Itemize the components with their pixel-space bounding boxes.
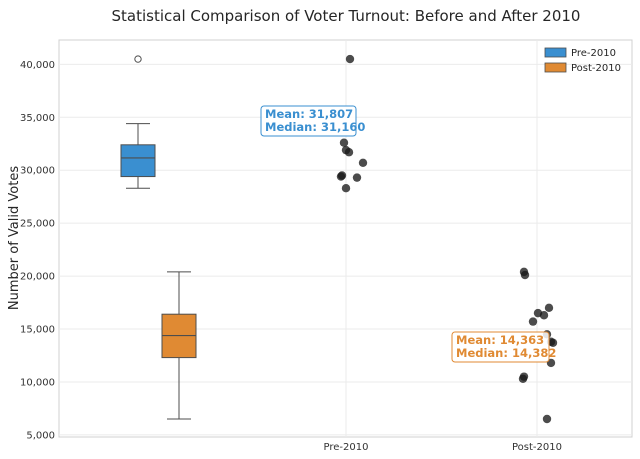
annotation-box xyxy=(451,331,550,363)
data-point xyxy=(518,374,528,383)
box-plots xyxy=(120,55,197,420)
annotation-box xyxy=(260,105,357,137)
y-tick-label: 20,000 xyxy=(20,272,55,283)
data-point xyxy=(345,54,355,64)
data-point xyxy=(548,338,558,347)
data-point xyxy=(336,172,346,181)
data-point xyxy=(520,270,530,280)
median-label: Median: 14,382 xyxy=(456,346,556,360)
legend: Pre-2010 Post-2010 xyxy=(544,47,621,74)
iqr-box xyxy=(120,144,156,178)
legend-swatch xyxy=(544,62,567,73)
y-tick-label: 35,000 xyxy=(20,113,55,124)
y-tick-label: 5,000 xyxy=(26,430,55,441)
x-tick-label: Post-2010 xyxy=(512,442,562,453)
legend-item: Pre-2010 xyxy=(544,47,616,59)
median-label: Median: 31,160 xyxy=(265,120,365,134)
data-point xyxy=(539,311,549,320)
data-point xyxy=(341,184,351,193)
legend-label: Post-2010 xyxy=(571,63,621,74)
legend-item: Post-2010 xyxy=(544,62,621,74)
legend-label: Pre-2010 xyxy=(571,48,616,59)
data-point xyxy=(352,173,362,182)
axes: 5,000 10,000 15,000 20,000 25,000 30,000 35,00… xyxy=(20,60,562,453)
data-point xyxy=(542,414,552,424)
y-tick-label: 10,000 xyxy=(20,377,55,388)
y-tick-label: 25,000 xyxy=(20,219,55,230)
y-axis-label: Number of Valid Votes xyxy=(7,166,22,310)
mean-label: Mean: 31,807 xyxy=(265,107,353,121)
data-point xyxy=(528,317,538,326)
y-tick-label: 30,000 xyxy=(20,166,55,177)
data-point xyxy=(358,158,368,168)
x-tick-label: Pre-2010 xyxy=(324,442,369,453)
strip-points xyxy=(336,54,558,424)
y-tick-label: 40,000 xyxy=(20,60,55,71)
data-point xyxy=(344,148,354,157)
data-point xyxy=(339,138,349,147)
box-post-2010 xyxy=(161,271,197,420)
y-tick-label: 15,000 xyxy=(20,325,55,336)
legend-swatch xyxy=(544,47,567,58)
chart-title: Statistical Comparison of Voter Turnout:… xyxy=(112,7,581,25)
box-pre-2010 xyxy=(120,55,156,189)
mean-label: Mean: 14,363 xyxy=(456,333,544,347)
outlier-point xyxy=(134,55,142,63)
data-point xyxy=(544,303,554,313)
